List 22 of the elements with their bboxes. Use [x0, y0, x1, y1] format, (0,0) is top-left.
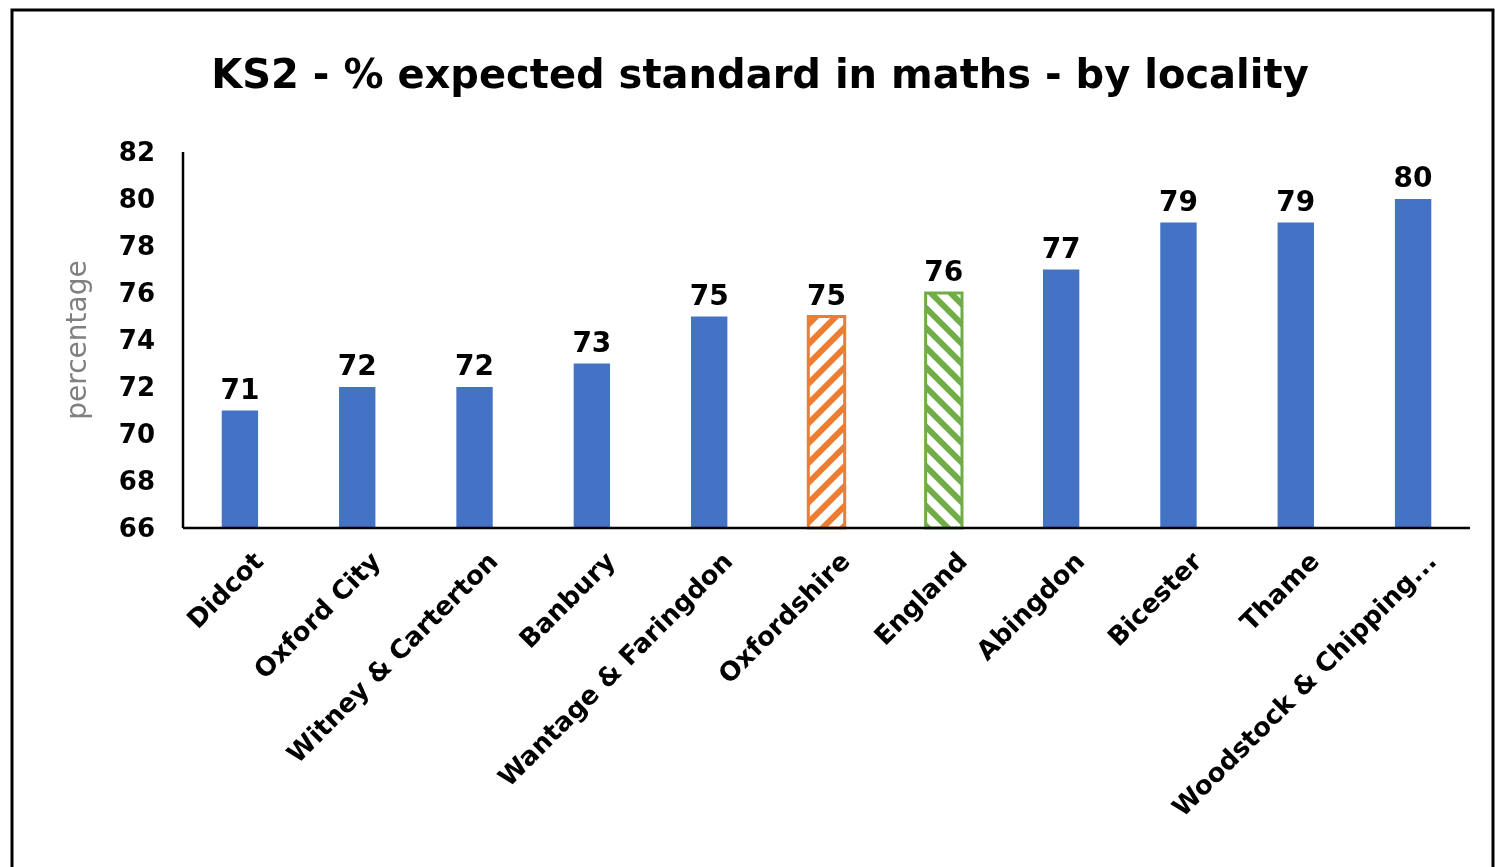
y-tick-label: 66 — [118, 513, 155, 544]
data-label: 73 — [572, 325, 612, 359]
data-label: 76 — [924, 255, 964, 288]
y-tick-label: 80 — [118, 184, 155, 215]
y-tick-label: 72 — [118, 372, 155, 403]
data-label: 77 — [1041, 231, 1081, 265]
y-tick-label: 78 — [118, 231, 155, 262]
data-label: 72 — [337, 349, 377, 382]
y-tick-label: 74 — [118, 325, 155, 356]
y-tick-label: 70 — [118, 419, 155, 450]
data-label: 71 — [220, 372, 260, 406]
chart-title: KS2 - % expected standard in maths - by locality — [211, 51, 1309, 97]
data-label: 72 — [455, 349, 495, 382]
y-tick-label: 82 — [118, 137, 155, 168]
y-tick-label: 76 — [118, 278, 155, 309]
y-axis-title: percentage — [60, 260, 93, 420]
data-label: 75 — [689, 278, 729, 312]
y-tick-label: 68 — [118, 466, 155, 497]
data-label: 79 — [1276, 184, 1316, 218]
data-label: 79 — [1158, 184, 1198, 218]
data-label: 80 — [1393, 161, 1433, 194]
data-label: 75 — [807, 278, 846, 312]
